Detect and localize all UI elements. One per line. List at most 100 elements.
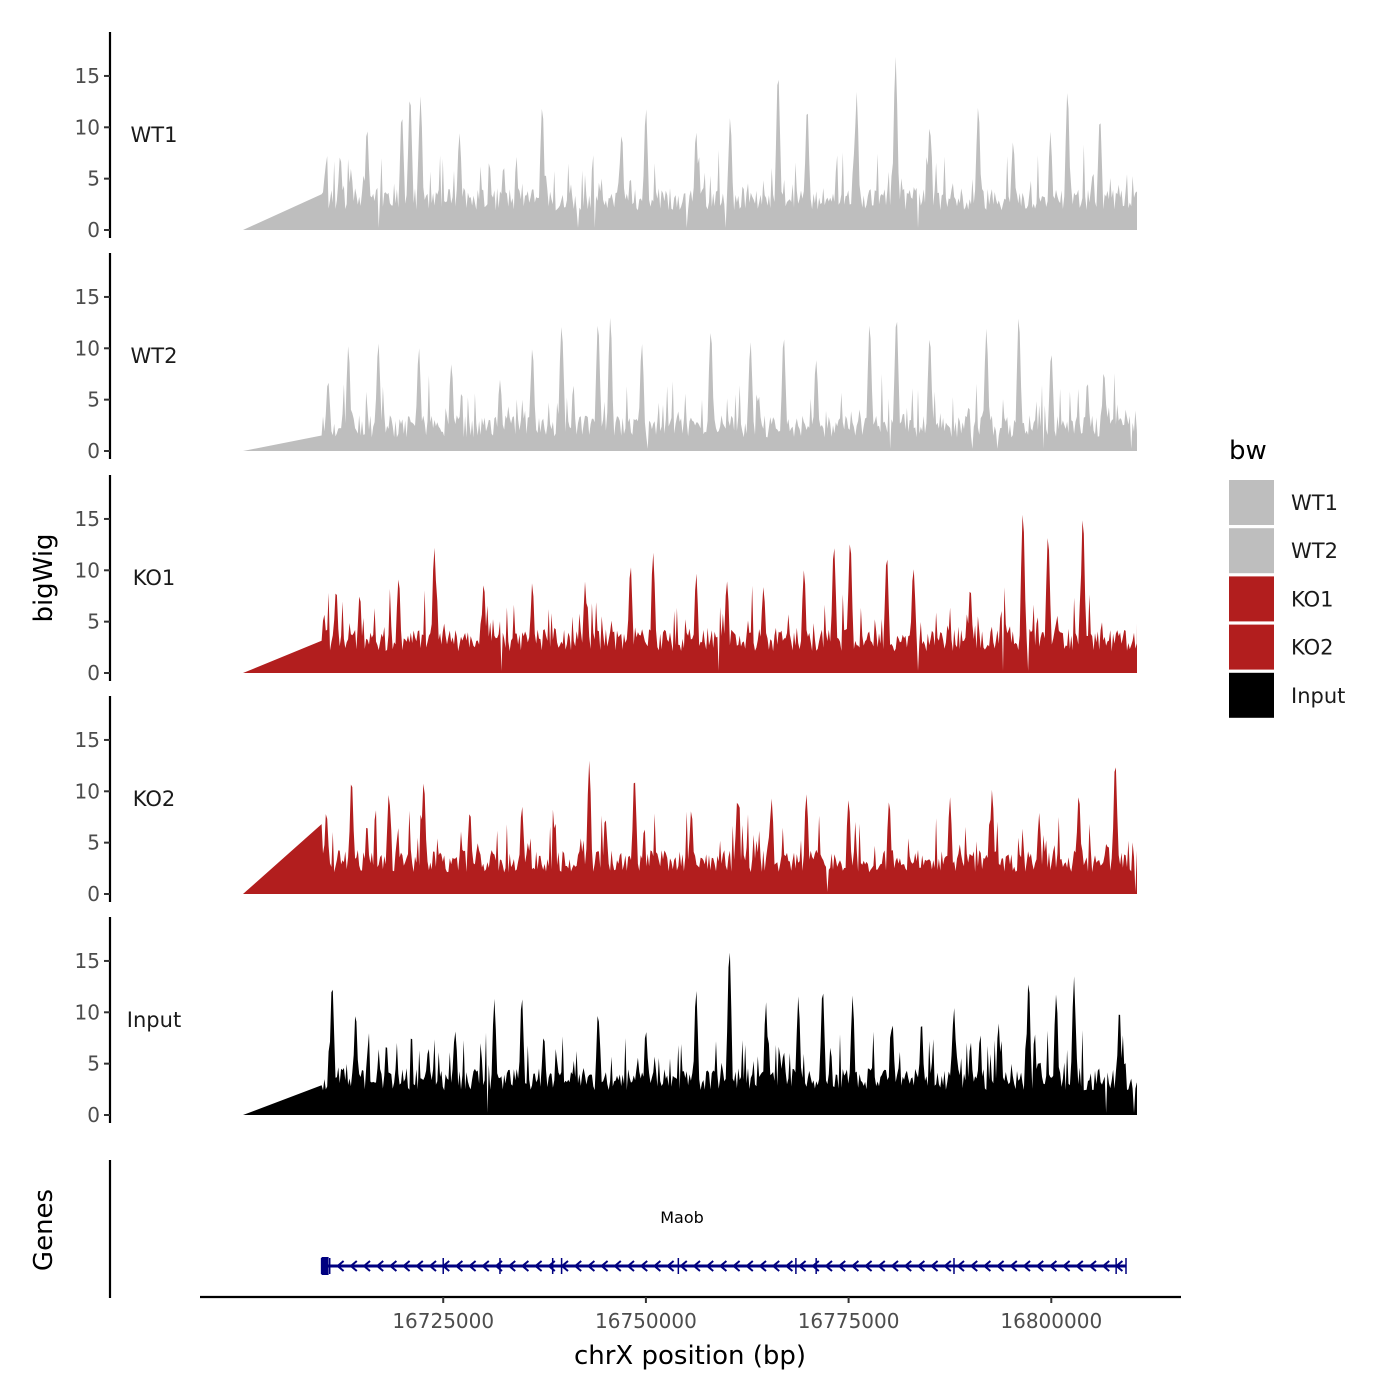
y-tick-label: 10	[75, 336, 100, 360]
strand-arrow	[982, 1260, 992, 1272]
strand-arrow	[692, 1260, 701, 1272]
y-tick-label: 10	[75, 779, 100, 803]
strand-arrow	[468, 1260, 477, 1272]
legend-label: KO1	[1291, 587, 1334, 611]
strand-arrow	[1075, 1260, 1084, 1272]
strand-arrow	[996, 1260, 1005, 1272]
legend-item-input: Input	[1229, 672, 1345, 718]
strand-arrow	[362, 1260, 371, 1272]
strand-arrow	[798, 1260, 807, 1272]
y-tick-label: 15	[75, 507, 100, 531]
x-tick-label: 16750000	[595, 1309, 697, 1333]
strand-arrow	[507, 1260, 516, 1272]
strand-arrow	[930, 1260, 939, 1272]
strand-arrow	[679, 1260, 688, 1272]
strand-arrow	[1101, 1260, 1110, 1272]
strand-arrows	[336, 1260, 1124, 1272]
strand-arrow	[1009, 1260, 1018, 1272]
legend: bw WT1 WT2 KO1 KO2 Input	[1229, 436, 1345, 718]
strand-arrow	[1035, 1260, 1044, 1272]
strand-arrow	[850, 1260, 860, 1272]
legend-label: WT2	[1291, 539, 1338, 563]
strand-arrow	[943, 1260, 952, 1272]
legend-item-wt2: WT2	[1229, 528, 1338, 574]
strand-arrow	[652, 1260, 662, 1272]
y-tick-label: 5	[87, 1052, 100, 1076]
y-tick-label: 15	[75, 949, 100, 973]
y-axis-title: bigWig	[29, 533, 59, 622]
strand-arrow	[956, 1260, 965, 1272]
legend-swatch	[1229, 624, 1274, 670]
y-tick-label: 15	[75, 728, 100, 752]
strand-arrow	[375, 1260, 384, 1272]
utr-block	[321, 1257, 329, 1275]
bigwig-tracks: 0 5 10 15 WT1 0 5 10 15 WT2 0 5 10 15 KO1 0 5 10 15 KO2 0 5 10…	[75, 32, 1137, 1127]
legend-item-wt1: WT1	[1229, 480, 1338, 525]
strand-arrow	[481, 1260, 490, 1272]
strand-arrow	[336, 1260, 345, 1272]
x-axis: 16725000 16750000 16775000 16800000	[200, 1295, 1181, 1333]
strand-arrow	[1062, 1260, 1071, 1272]
coverage-area-ko2	[243, 753, 1137, 894]
strand-arrow	[969, 1260, 978, 1272]
strand-arrow	[388, 1260, 398, 1272]
coverage-area-wt1	[243, 56, 1137, 231]
strand-arrow	[903, 1260, 912, 1272]
y-tick-label: 5	[87, 610, 100, 634]
x-tick-label: 16800000	[1000, 1309, 1102, 1333]
coverage-area-ko1	[243, 514, 1137, 673]
legend-item-ko1: KO1	[1229, 576, 1334, 622]
strand-arrow	[864, 1260, 873, 1272]
strand-arrow	[745, 1260, 754, 1272]
x-tick-label: 16725000	[392, 1309, 494, 1333]
track-wt2: 0 5 10 15 WT2	[75, 253, 1137, 463]
strand-arrow	[586, 1260, 596, 1272]
y-tick-label: 5	[87, 167, 100, 191]
track-label-ko1: KO1	[133, 566, 176, 590]
coverage-area-input	[243, 952, 1137, 1115]
legend-swatch	[1229, 672, 1274, 718]
legend-label: Input	[1291, 684, 1345, 708]
strand-arrow	[824, 1260, 833, 1272]
strand-arrow	[600, 1260, 609, 1272]
y-tick-label: 0	[87, 661, 100, 685]
strand-arrow	[916, 1260, 926, 1272]
track-ko1: 0 5 10 15 KO1	[75, 475, 1137, 685]
track-wt1: 0 5 10 15 WT1	[75, 32, 1137, 242]
x-axis-title: chrX position (bp)	[574, 1341, 806, 1371]
strand-arrow	[415, 1260, 424, 1272]
y-tick-label: 0	[87, 218, 100, 242]
strand-arrow	[758, 1260, 767, 1272]
strand-arrow	[718, 1260, 728, 1272]
genes-axis-title: Genes	[29, 1189, 59, 1271]
strand-arrow	[890, 1260, 899, 1272]
strand-arrow	[534, 1260, 543, 1272]
track-input: 0 5 10 15 Input	[75, 917, 1137, 1127]
strand-arrow	[732, 1260, 741, 1272]
strand-arrow	[1048, 1260, 1058, 1272]
strand-arrow	[1022, 1260, 1031, 1272]
strand-arrow	[837, 1260, 846, 1272]
legend-item-ko2: KO2	[1229, 624, 1334, 670]
strand-arrow	[402, 1260, 411, 1272]
strand-arrow	[454, 1260, 464, 1272]
y-tick-label: 0	[87, 882, 100, 906]
strand-arrow	[573, 1260, 582, 1272]
y-tick-label: 5	[87, 831, 100, 855]
legend-title: bw	[1229, 436, 1267, 466]
legend-label: WT1	[1291, 491, 1338, 515]
legend-swatch	[1229, 528, 1274, 574]
strand-arrow	[613, 1260, 622, 1272]
strand-arrow	[520, 1260, 530, 1272]
x-tick-label: 16775000	[798, 1309, 900, 1333]
track-label-input: Input	[127, 1008, 181, 1032]
strand-arrow	[771, 1260, 780, 1272]
strand-arrow	[666, 1260, 675, 1272]
strand-arrow	[428, 1260, 437, 1272]
track-label-wt1: WT1	[131, 123, 178, 147]
y-tick-label: 0	[87, 439, 100, 463]
legend-swatch	[1229, 576, 1274, 622]
strand-arrow	[877, 1260, 886, 1272]
legend-label: KO2	[1291, 636, 1334, 660]
